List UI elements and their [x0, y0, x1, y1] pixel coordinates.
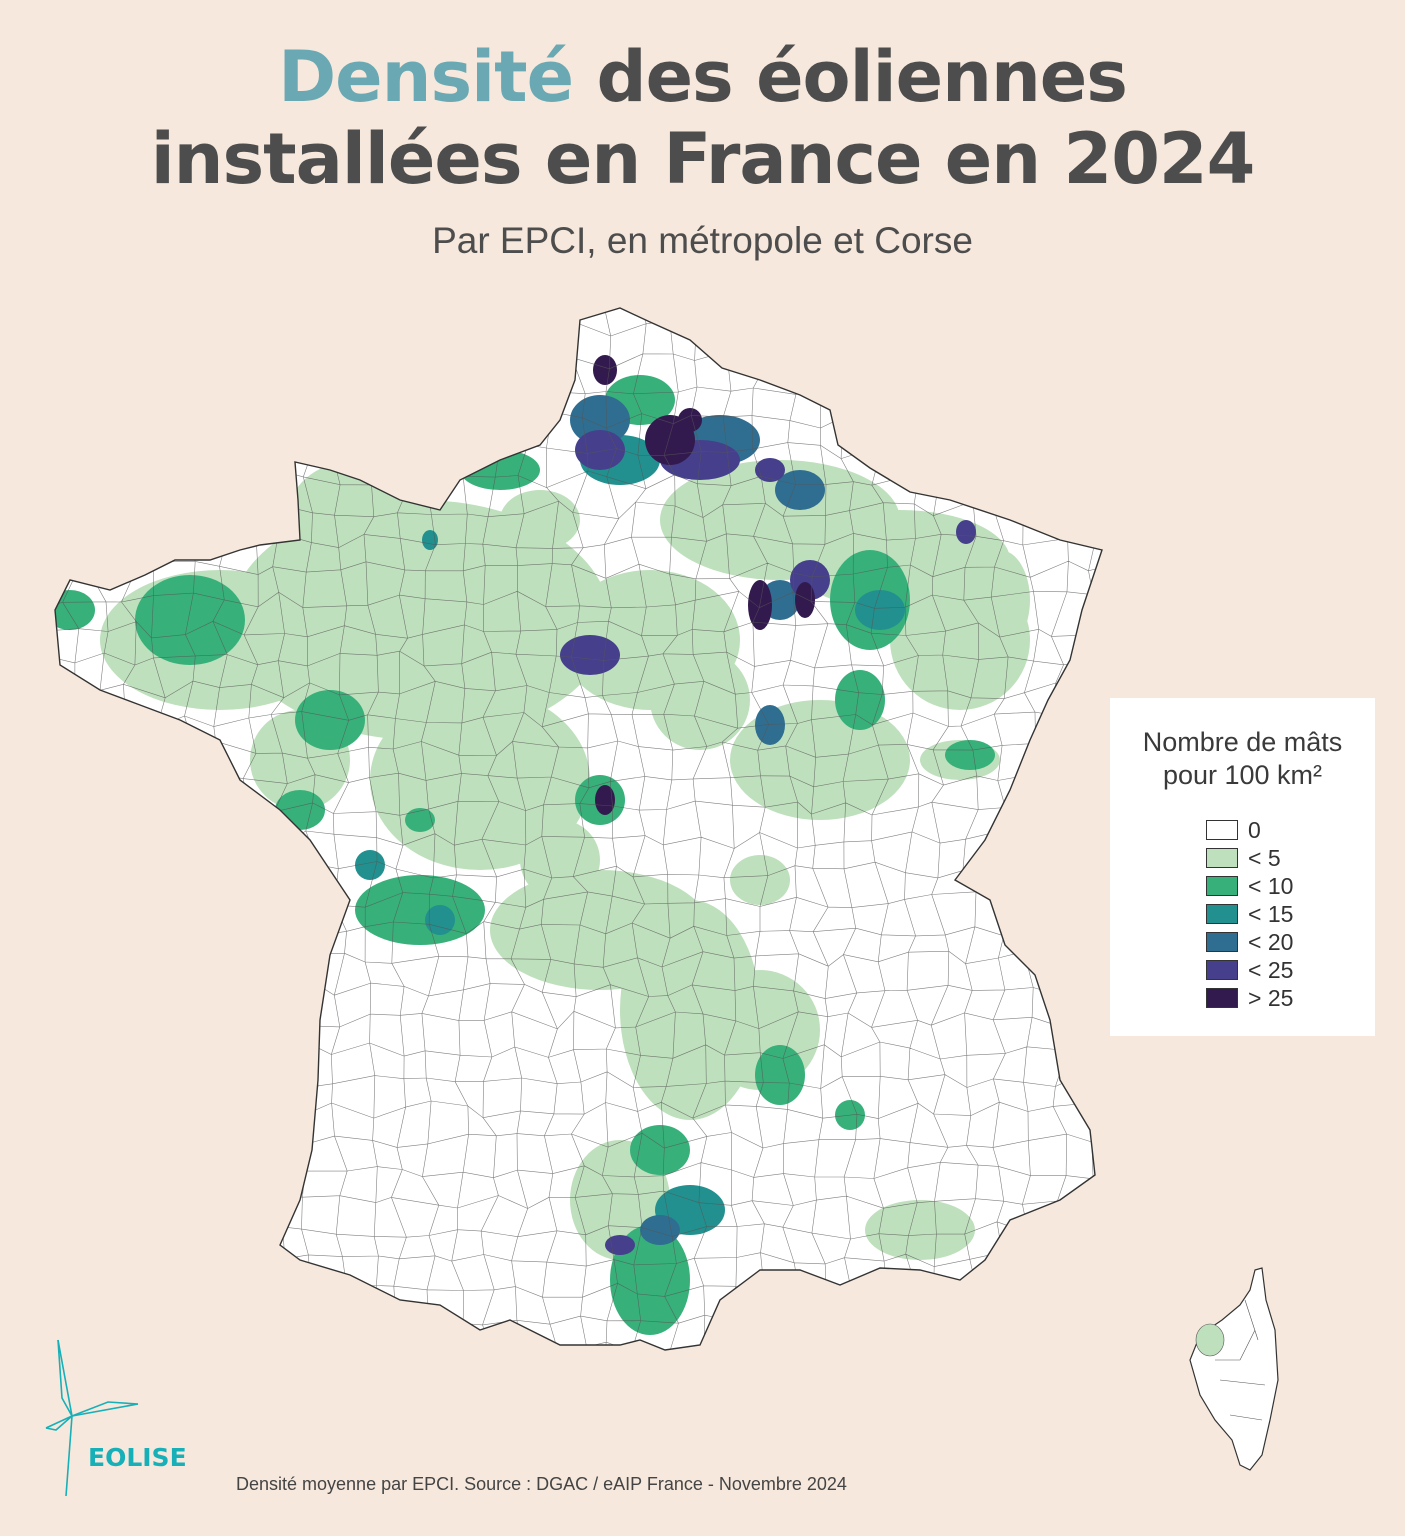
legend-items: 0 < 5 < 10 < 15 < 20 < 25 > 25: [1206, 816, 1375, 1012]
epci-density-region: [135, 575, 245, 665]
legend-label: < 10: [1248, 872, 1294, 899]
epci-density-region: [230, 500, 610, 740]
legend-swatch: [1206, 960, 1238, 980]
france-map: [54, 307, 1279, 1471]
epci-density-region: [422, 530, 438, 550]
epci-density-region: [490, 870, 710, 990]
epci-density-region: [630, 1125, 690, 1175]
epci-density-region: [775, 470, 825, 510]
country-outline: [54, 307, 1103, 1351]
legend-label: < 25: [1248, 956, 1294, 983]
corsica-boundaries: [1215, 1299, 1266, 1421]
epci-density-region: [678, 408, 702, 432]
legend-title-line-1: Nombre de mâts: [1142, 727, 1343, 757]
legend-swatch: [1206, 932, 1238, 952]
density-regions: [55, 355, 1030, 1335]
epci-density-region: [405, 808, 435, 832]
epci-density-region: [605, 1235, 635, 1255]
legend-label: < 15: [1248, 900, 1294, 927]
legend-item: < 5: [1206, 844, 1375, 872]
epci-density-region: [460, 450, 540, 490]
legend-item: < 20: [1206, 928, 1375, 956]
epci-density-region: [835, 670, 885, 730]
legend-item: < 15: [1206, 900, 1375, 928]
legend-title: Nombre de mâts pour 100 km²: [1110, 726, 1375, 792]
legend-title-line-2: pour 100 km²: [1162, 760, 1323, 790]
epci-density-region: [795, 582, 815, 618]
title-accent: Densité: [278, 36, 574, 118]
map-subtitle: Par EPCI, en métropole et Corse: [432, 220, 973, 261]
epci-density-region: [355, 850, 385, 880]
map-title: Densité des éoliennes installées en Fran…: [0, 36, 1405, 200]
epci-density-region: [593, 355, 617, 385]
epci-density-region: [865, 1200, 975, 1260]
epci-density-region: [755, 705, 785, 745]
corsica-land: [1189, 1267, 1279, 1471]
legend-label: 0: [1248, 816, 1261, 843]
legend-label: < 20: [1248, 928, 1294, 955]
epci-density-region: [355, 875, 485, 945]
source-note: Densité moyenne par EPCI. Source : DGAC …: [236, 1474, 847, 1494]
legend-item: 0: [1206, 816, 1375, 844]
epci-density-region: [575, 430, 625, 470]
epci-density-region: [956, 520, 976, 544]
legend-item: > 25: [1206, 984, 1375, 1012]
legend-label: > 25: [1248, 984, 1294, 1011]
epci-density-region: [295, 690, 365, 750]
epci-density-region: [640, 1215, 680, 1245]
legend: Nombre de mâts pour 100 km² 0 < 5 < 10 <…: [1110, 698, 1375, 1036]
epci-density-region: [755, 1045, 805, 1105]
epci-density-region: [755, 458, 785, 482]
wind-turbine-logo-icon: [45, 1339, 139, 1497]
epci-density-region: [520, 820, 600, 900]
epci-density-region: [855, 590, 905, 630]
epci-density-region: [425, 905, 455, 935]
title-rest: des éoliennes: [573, 36, 1127, 118]
epci-density-region: [560, 635, 620, 675]
epci-density-region: [500, 490, 580, 550]
corsica: [1189, 1267, 1279, 1471]
legend-swatch: [1206, 848, 1238, 868]
title-line-2: installées en France en 2024: [150, 118, 1256, 200]
legend-label: < 5: [1248, 844, 1281, 871]
epci-density-region: [55, 590, 95, 630]
country-border: [54, 307, 1103, 1351]
epci-density-region: [595, 785, 615, 815]
epci-density-region: [945, 740, 995, 770]
corsica-density-region: [1195, 1323, 1225, 1357]
legend-swatch: [1206, 820, 1238, 840]
legend-swatch: [1206, 876, 1238, 896]
epci-density-region: [650, 650, 750, 750]
epci-density-region: [610, 1225, 690, 1335]
epci-density-region: [570, 395, 630, 445]
title-line-1: Densité des éoliennes: [0, 36, 1405, 118]
epci-density-region: [730, 855, 790, 905]
legend-swatch: [1206, 988, 1238, 1008]
legend-item: < 25: [1206, 956, 1375, 984]
legend-swatch: [1206, 904, 1238, 924]
legend-item: < 10: [1206, 872, 1375, 900]
epci-density-region: [970, 550, 1030, 650]
eolise-logo-text: EOLISE: [88, 1443, 187, 1472]
